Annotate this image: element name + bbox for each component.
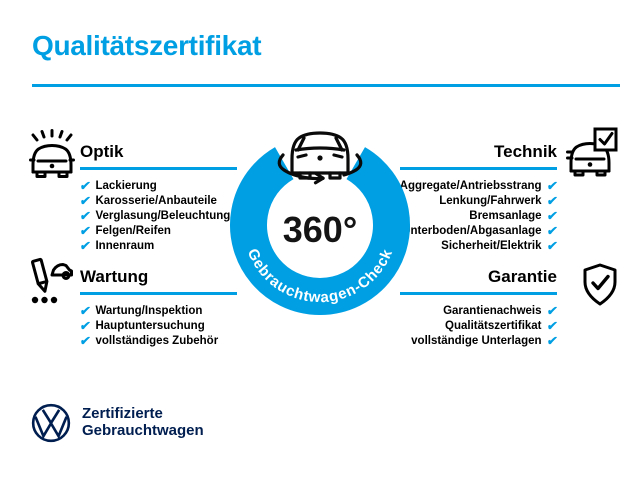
check-item: Unterboden/Abgasanlage ✔	[400, 223, 559, 239]
check-item-label: Wartung/Inspektion	[95, 305, 203, 317]
section-title: Technik	[494, 142, 557, 161]
check-item-label: Qualitätszertifikat	[445, 320, 542, 332]
check-icon: ✔	[79, 193, 92, 208]
page-title: Qualitätszertifikat	[32, 30, 262, 61]
check-item-label: Unterboden/Abgasanlage	[402, 225, 542, 237]
check-list: Garantienachweis ✔ Qualitätszertifikat ✔ v…	[400, 303, 559, 349]
car-rotation-icon	[277, 131, 363, 185]
check-item: Aggregate/Antriebsstrang ✔	[399, 178, 559, 194]
check-icon: ✔	[79, 318, 92, 333]
check-icon: ✔	[79, 223, 92, 238]
section-divider	[80, 167, 237, 170]
check-icon: ✔	[545, 193, 559, 208]
check-icon: ✔	[545, 178, 559, 193]
check-icon: ✔	[545, 303, 559, 318]
check-item-label: Aggregate/Antriebsstrang	[399, 180, 542, 192]
section-wartung: Wartung ✔ Wartung/Inspektion ✔ Hauptunters…	[79, 267, 237, 349]
section-divider	[400, 292, 557, 295]
car-shine-icon	[28, 129, 76, 181]
section-title: Garantie	[488, 267, 557, 286]
check-icon: ✔	[79, 303, 92, 318]
pencil-checklist-car-icon	[26, 257, 74, 307]
check-icon: ✔	[545, 333, 559, 348]
section-technik: Technik Aggregate/Antriebsstrang ✔ Lenkun…	[399, 142, 559, 254]
check-item: Lenkung/Fahrwerk ✔	[400, 193, 559, 209]
check-item-label: Felgen/Reifen	[95, 225, 171, 237]
check-item-label: Lenkung/Fahrwerk	[439, 195, 542, 207]
check-item-label: Innenraum	[95, 240, 155, 252]
brand-line-2: Gebrauchtwagen	[82, 422, 204, 439]
title-divider	[32, 84, 620, 87]
check-item: ✔ Wartung/Inspektion	[79, 303, 237, 319]
check-item-label: Garantienachweis	[443, 305, 542, 317]
check-item-label: Hauptuntersuchung	[95, 320, 205, 332]
check-item: Bremsanlage ✔	[400, 208, 559, 224]
check-item-label: Sicherheit/Elektrik	[441, 240, 542, 252]
section-divider	[400, 167, 557, 170]
check-icon: ✔	[79, 208, 92, 223]
car-checkbox-icon	[566, 127, 620, 177]
brand-line-1: Zertifizierte	[82, 405, 163, 422]
check-item: ✔ Hauptuntersuchung	[79, 318, 237, 334]
gw-check-hub: Gebrauchtwagen-Check 360°	[220, 115, 420, 335]
section-garantie: Garantie Garantienachweis ✔ Qualitätszert…	[400, 267, 559, 349]
check-item: ✔ Karosserie/Anbauteile	[79, 193, 237, 209]
check-icon: ✔	[79, 178, 92, 193]
check-item-label: Karosserie/Anbauteile	[95, 195, 217, 207]
check-ring	[230, 147, 410, 315]
check-item: ✔ Lackierung	[79, 178, 237, 194]
check-item: ✔ Verglasung/Beleuchtung	[79, 208, 237, 224]
check-item: Qualitätszertifikat ✔	[400, 318, 559, 334]
check-item: ✔ vollständiges Zubehör	[79, 333, 237, 349]
check-item-label: Bremsanlage	[469, 210, 542, 222]
check-icon: ✔	[79, 333, 92, 348]
brand-text: Zertifizierte Gebrauchtwagen	[82, 405, 204, 439]
shield-check-icon	[579, 262, 621, 310]
check-item: ✔ Felgen/Reifen	[79, 223, 237, 239]
check-list: ✔ Wartung/Inspektion ✔ Hauptuntersuchung ✔…	[79, 303, 237, 349]
check-icon: ✔	[545, 208, 559, 223]
check-item-label: Verglasung/Beleuchtung	[95, 210, 231, 222]
check-list: Aggregate/Antriebsstrang ✔ Lenkung/Fahrwe…	[399, 178, 559, 254]
section-title: Wartung	[80, 267, 149, 286]
degree-label: 360°	[283, 209, 357, 250]
vw-logo	[30, 402, 72, 444]
check-item-label: Lackierung	[95, 180, 157, 192]
section-optik: Optik ✔ Lackierung ✔ Karosserie/Anbauteile…	[79, 142, 237, 254]
check-item-label: vollständige Unterlagen	[411, 335, 542, 347]
check-icon: ✔	[545, 238, 559, 253]
section-title: Optik	[80, 142, 124, 161]
check-list: ✔ Lackierung ✔ Karosserie/Anbauteile ✔ Verg…	[79, 178, 237, 254]
check-icon: ✔	[545, 318, 559, 333]
check-item: ✔ Innenraum	[79, 238, 237, 254]
check-item: vollständige Unterlagen ✔	[400, 333, 559, 349]
check-icon: ✔	[79, 238, 92, 253]
check-item: Garantienachweis ✔	[400, 303, 559, 319]
check-item-label: vollständiges Zubehör	[95, 335, 219, 347]
check-item: Sicherheit/Elektrik ✔	[400, 238, 559, 254]
check-icon: ✔	[545, 223, 559, 238]
section-divider	[80, 292, 237, 295]
